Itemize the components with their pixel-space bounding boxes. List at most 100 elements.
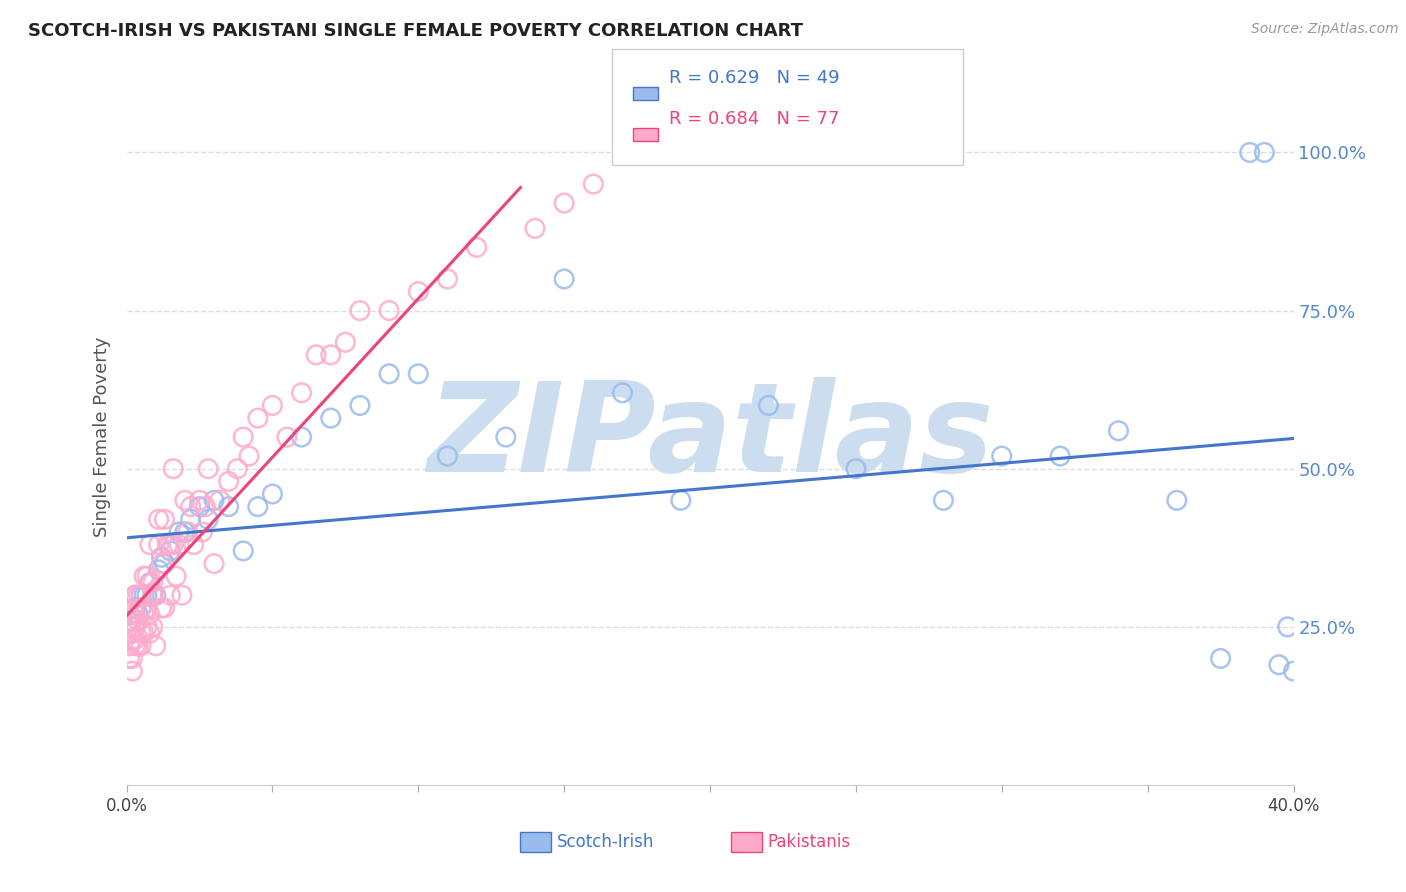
Point [378,303,401,318]
Text: Scotch-Irish: Scotch-Irish [557,833,654,851]
Point [129,639,152,653]
Point [145,588,167,602]
Point [148,563,170,577]
Point [290,430,312,444]
Point [1049,449,1071,463]
Point [124,632,146,647]
Point [238,449,260,463]
Text: ZIPatlas: ZIPatlas [427,376,993,498]
Point [132,588,155,602]
Point [159,588,181,602]
Point [408,367,430,381]
Point [150,550,173,565]
Point [121,632,143,647]
Point [218,500,240,514]
Point [180,512,202,526]
Point [127,588,149,602]
Point [436,449,458,463]
Point [226,461,249,475]
Point [194,500,217,514]
Point [139,575,162,590]
Point [162,461,184,475]
Point [118,614,141,628]
Point [127,614,149,628]
Point [129,600,152,615]
Point [319,348,342,362]
Point [932,493,955,508]
Point [156,538,179,552]
Point [118,607,141,622]
Point [465,240,488,254]
Point [167,538,190,552]
Point [180,500,202,514]
Text: R = 0.629   N = 49: R = 0.629 N = 49 [669,69,839,87]
Point [121,626,143,640]
Point [276,430,298,444]
Point [218,475,240,489]
Point [118,651,141,665]
Point [174,493,197,508]
Point [132,607,155,622]
Point [197,512,219,526]
Point [232,430,254,444]
Point [150,557,173,571]
Point [124,639,146,653]
Point [1239,145,1261,160]
Point [118,620,141,634]
Point [262,399,284,413]
Point [129,626,152,640]
Text: SCOTCH-IRISH VS PAKISTANI SINGLE FEMALE POVERTY CORRELATION CHART: SCOTCH-IRISH VS PAKISTANI SINGLE FEMALE … [28,22,803,40]
Point [148,538,170,552]
Point [232,544,254,558]
Point [349,399,371,413]
Point [436,272,458,286]
Point [139,538,162,552]
Point [208,493,231,508]
Point [150,600,173,615]
Point [118,639,141,653]
Text: Source: ZipAtlas.com: Source: ZipAtlas.com [1251,22,1399,37]
Point [319,411,342,425]
Point [145,588,167,602]
Point [1166,493,1188,508]
Point [612,385,634,400]
Point [582,177,605,191]
Point [165,569,187,583]
Point [153,557,176,571]
Point [177,524,200,539]
Point [197,461,219,475]
Point [148,512,170,526]
Point [174,524,197,539]
Point [188,500,211,514]
Point [124,600,146,615]
Point [167,524,190,539]
Point [191,524,214,539]
Point [1209,651,1232,665]
Point [335,335,357,350]
Point [262,487,284,501]
Point [132,569,155,583]
Point [378,367,401,381]
Point [1282,664,1305,678]
Point [159,544,181,558]
Point [553,272,575,286]
Point [159,538,181,552]
Point [202,557,225,571]
Point [495,430,517,444]
Point [1108,424,1130,438]
Point [139,575,162,590]
Point [132,626,155,640]
Point [1277,620,1299,634]
Point [121,626,143,640]
Point [136,600,159,615]
Point [756,399,779,413]
Point [246,500,269,514]
Point [124,607,146,622]
Point [142,620,165,634]
Point [553,196,575,211]
Point [136,620,159,634]
Point [845,461,868,475]
Point [305,348,328,362]
Point [121,651,143,665]
Point [990,449,1012,463]
